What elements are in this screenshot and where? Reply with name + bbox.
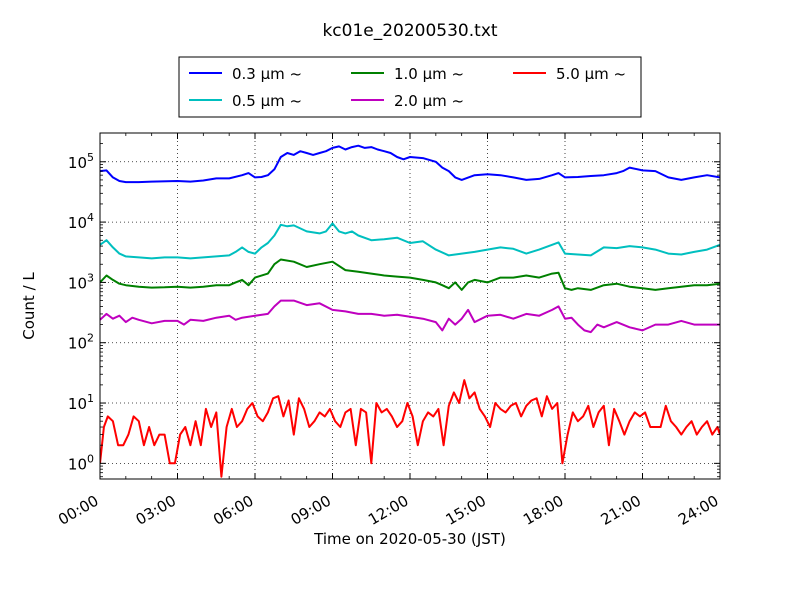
x-tick-label: 03:00 (133, 492, 179, 529)
x-tick-label: 24:00 (675, 492, 721, 529)
series-line-4 (100, 379, 720, 478)
series-line-2 (100, 258, 720, 291)
chart-title: kc01e_20200530.txt (322, 21, 497, 41)
x-tick-labels: 00:00 03:00 06:00 09:00 12:00 15:00 18:00 21:00… (55, 492, 721, 529)
legend-label: 5.0 μm ~ (556, 65, 626, 83)
x-tick-label: 00:00 (55, 492, 101, 529)
y-tick-label: 104 (68, 211, 94, 232)
legend: 0.3 μm ~ 0.5 μm ~ 1.0 μm ~ 2.0 μm ~ 5.0 μm ~ (178, 56, 642, 118)
series-line-3 (100, 299, 720, 334)
x-tick-label: 12:00 (365, 492, 411, 529)
x-axis-label: Time on 2020-05-30 (JST) (313, 530, 506, 548)
y-tick-label: 103 (68, 271, 94, 292)
series-layer (100, 144, 720, 478)
y-tick-label: 100 (68, 452, 94, 473)
y-tick-label: 105 (68, 151, 94, 172)
x-tick-label: 21:00 (598, 492, 644, 529)
legend-label: 2.0 μm ~ (394, 92, 464, 110)
x-tick-label: 09:00 (288, 492, 334, 529)
legend-label: 0.3 μm ~ (232, 65, 302, 83)
y-tick-label: 101 (68, 392, 94, 413)
legend-label: 0.5 μm ~ (232, 92, 302, 110)
x-tick-label: 18:00 (520, 492, 566, 529)
legend-label: 1.0 μm ~ (394, 65, 464, 83)
y-tick-labels: 100 101 102 103 104 105 (68, 151, 94, 474)
series-line-0 (100, 144, 720, 184)
y-tick-label: 102 (68, 332, 94, 353)
y-axis-label: Count / L (20, 272, 38, 340)
x-tick-label: 06:00 (210, 492, 256, 529)
series-line-1 (100, 222, 720, 260)
legend-box (178, 56, 642, 118)
ticks-layer (99, 132, 721, 479)
x-tick-label: 15:00 (443, 492, 489, 529)
grid-layer (100, 133, 720, 479)
